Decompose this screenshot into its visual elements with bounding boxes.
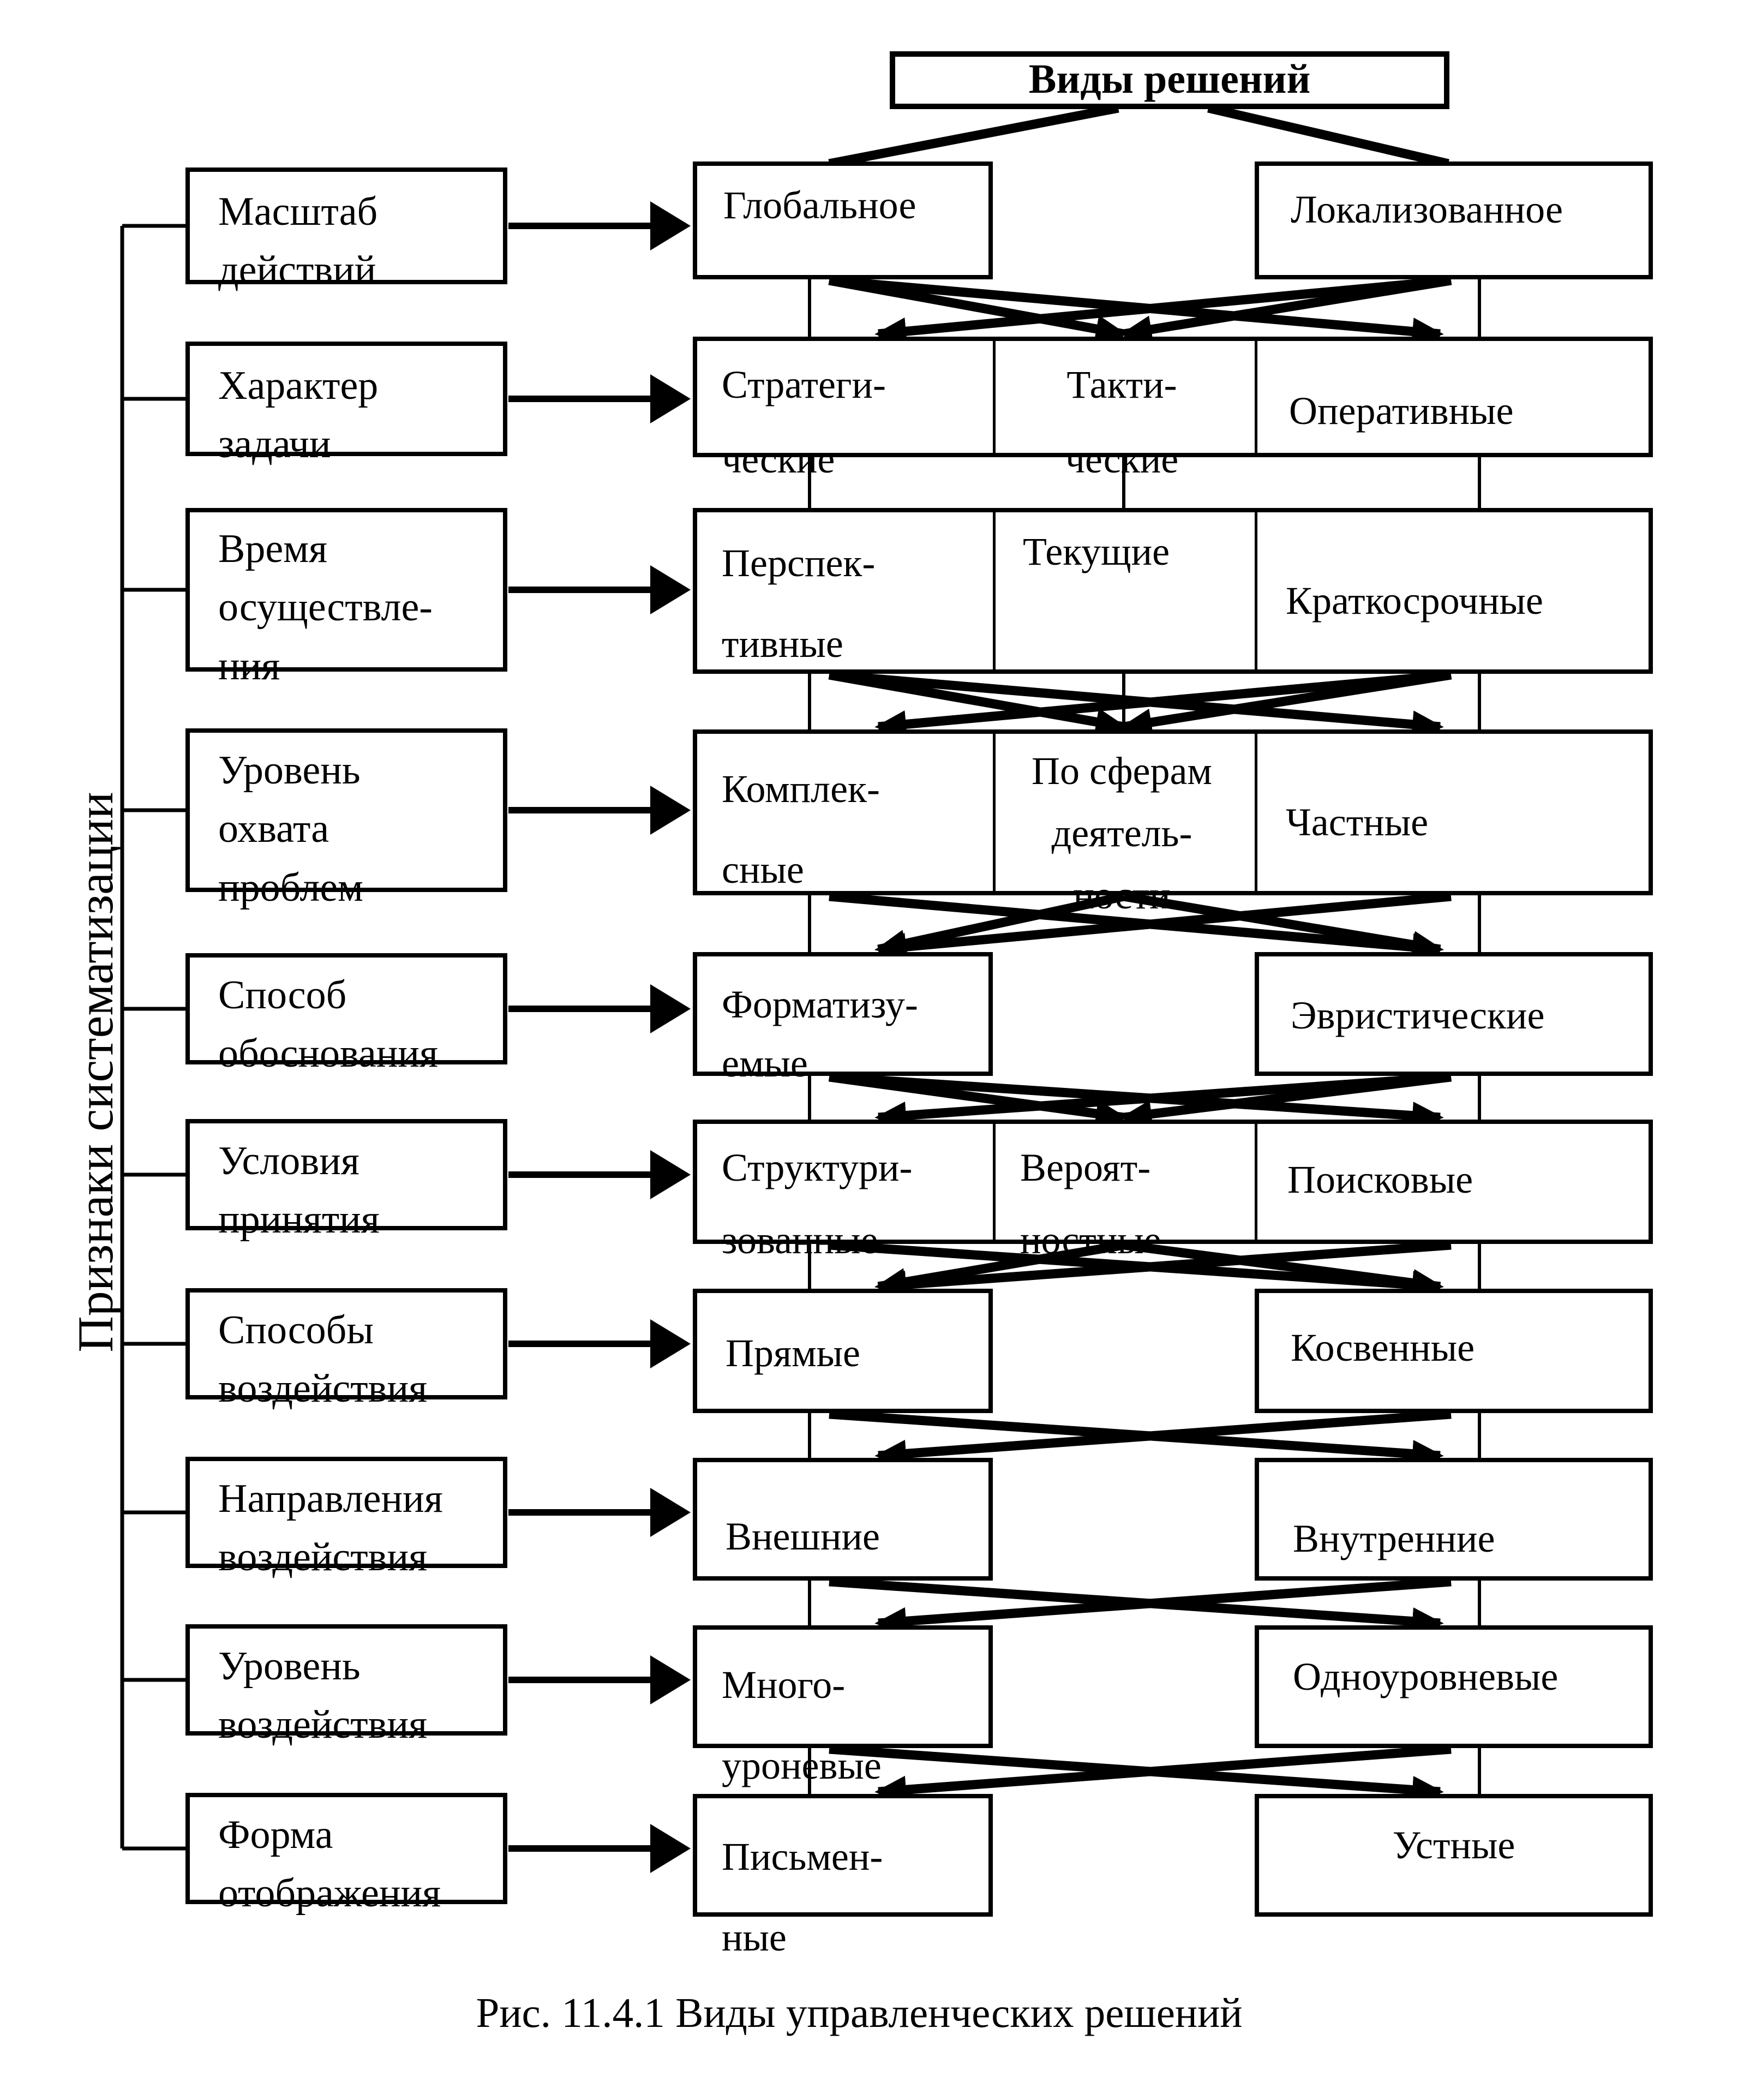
type-box: Внутренние <box>1255 1458 1653 1581</box>
type-box: Структури- зованные <box>722 1146 913 1263</box>
type-box: Эвристические <box>1255 952 1653 1076</box>
type-row: Структури- зованные Вероят- ностные Поис… <box>693 1120 1653 1263</box>
criterion-box-task: Характер задачи <box>185 342 507 466</box>
type-box: Вероят- ностные <box>993 1124 1255 1262</box>
type-box: Такти- ческие <box>993 341 1255 481</box>
type-row: Стратеги- ческие Такти- ческие Оперативн… <box>693 337 1653 481</box>
gap-links-7 <box>808 1409 1481 1468</box>
criterion-box-conditions: Условия принятия <box>185 1119 507 1242</box>
criterion-box-coverage: Уровень охвата проблем <box>185 728 507 910</box>
criterion-box-directions: Направления воздействия <box>185 1457 507 1580</box>
figure-caption: Рис. 11.4.1 Виды управленческих решений <box>476 1989 1243 2036</box>
type-row: Перспек- тивные Текущие Краткосрочные <box>693 508 1653 674</box>
type-box: Прямые <box>693 1289 993 1413</box>
type-box: Краткосрочные <box>1255 512 1649 669</box>
type-box: Одноуровневые <box>1255 1625 1653 1748</box>
criterion-box-form: Форма отображения <box>185 1793 507 1916</box>
gap-links-5 <box>808 1072 1481 1130</box>
criterion-box-basis: Способ обоснования <box>185 953 507 1076</box>
gap-links-3 <box>808 670 1481 739</box>
title-branch-lines <box>828 103 1449 169</box>
type-box: Комплек- сные <box>722 767 880 892</box>
trunk-line <box>120 224 189 1851</box>
criterion-box-level: Уровень воздействия <box>185 1624 507 1747</box>
gap-links-4 <box>808 892 1481 961</box>
criterion-box-time: Время осуществле- ния <box>185 508 507 689</box>
type-box: По сферам деятель- ности <box>993 734 1255 917</box>
type-box: Косвенные <box>1255 1289 1653 1413</box>
type-box: Письмен- ные <box>693 1794 993 1959</box>
type-row: Комплек- сные По сферам деятель- ности Ч… <box>693 729 1653 917</box>
type-box: Форматизу- емые <box>693 952 993 1085</box>
type-box: Поисковые <box>1255 1124 1649 1240</box>
title-box: Виды решений <box>890 51 1449 109</box>
type-box: Частные <box>1255 734 1649 891</box>
type-box: Внешние <box>693 1458 993 1581</box>
gap-links-8 <box>808 1577 1481 1635</box>
gap-links-6 <box>808 1240 1481 1299</box>
criterion-box-scale: Масштаб действий <box>185 167 507 292</box>
type-box: Устные <box>1255 1794 1653 1917</box>
type-box: Стратеги- ческие <box>722 363 886 481</box>
type-box: Оперативные <box>1255 341 1649 453</box>
gap-links-2 <box>808 457 1481 508</box>
type-box: Текущие <box>993 512 1255 669</box>
type-box: Глобальное <box>693 161 993 279</box>
type-box: Много- уроневые <box>693 1625 993 1787</box>
gap-links-9 <box>808 1744 1481 1804</box>
gap-links-1 <box>808 276 1481 345</box>
criterion-arrows <box>508 201 691 1873</box>
criterion-box-methods: Способы воздействия <box>185 1288 507 1411</box>
type-box: Перспек- тивные <box>722 541 876 666</box>
side-axis-label: Признаки систематизации <box>68 792 123 1353</box>
type-box: Локализованное <box>1255 161 1653 279</box>
